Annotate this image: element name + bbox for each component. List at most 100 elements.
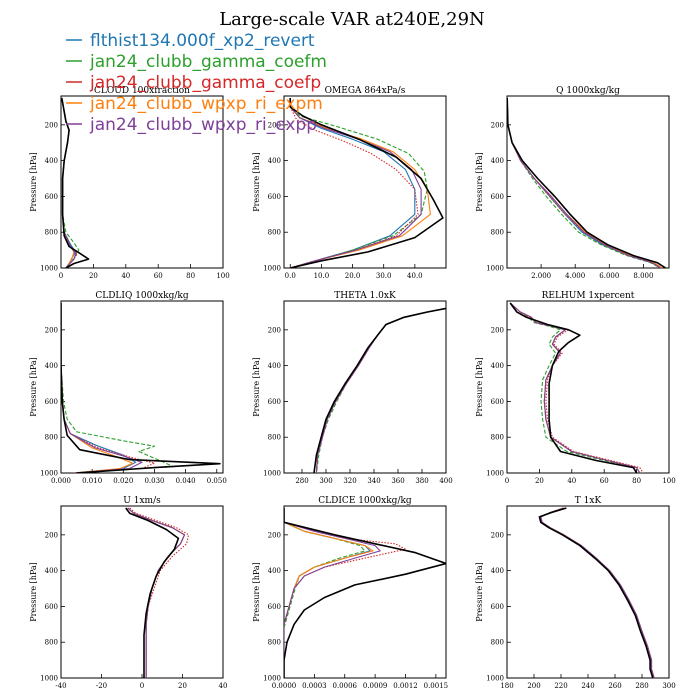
series-line-5 <box>125 507 180 678</box>
x-tick-label: 0.000 <box>51 477 71 485</box>
x-tick-label: 0.0000 <box>272 682 297 690</box>
series-line-2 <box>315 307 446 473</box>
series-line-2 <box>509 302 644 473</box>
panel-3: CLDLIQ 1000xkg/kg Pressure [hPa] 200 400 600… <box>29 291 227 485</box>
x-tick-label: 0.0003 <box>302 682 327 690</box>
legend-label: flthist134.000f_xp2_revert <box>90 31 315 51</box>
x-tick-label: 0.030 <box>144 477 164 485</box>
x-tick-label: 260 <box>608 682 621 690</box>
panel-frame <box>60 300 224 474</box>
y-tick-label: 400 <box>268 362 281 370</box>
y-tick-label: 600 <box>45 398 58 406</box>
series-line-1 <box>507 97 661 268</box>
x-tick-label: 0.0006 <box>333 682 358 690</box>
x-tick-label: 4.000 <box>565 272 585 280</box>
panel-title: CLDLIQ 1000xkg/kg <box>95 291 189 301</box>
y-tick-label: 200 <box>491 531 504 539</box>
series-line-0 <box>507 97 661 268</box>
panel-frame <box>283 300 447 474</box>
x-tick-label: 280 <box>295 477 308 485</box>
y-tick-label: 400 <box>491 157 504 165</box>
y-tick-label: 800 <box>491 229 504 237</box>
series-line-0 <box>509 302 641 473</box>
series-line-3 <box>509 302 641 473</box>
series-line-4 <box>315 307 446 473</box>
y-tick-label: 600 <box>491 398 504 406</box>
series-line-5 <box>507 97 667 268</box>
panel-title: THETA 1.0xK <box>334 291 396 301</box>
panel-title: T 1xK <box>575 496 602 506</box>
y-tick-label: 1000 <box>40 470 58 478</box>
panel-2: Q 1000xkg/kg Pressure [hPa] 200 400 600 800 10… <box>475 86 670 280</box>
x-tick-label: 280 <box>635 682 648 690</box>
series-line-4 <box>540 507 655 678</box>
x-tick-label: 20 <box>178 682 187 690</box>
y-tick-label: 200 <box>45 121 58 129</box>
series-line-0 <box>127 507 186 678</box>
y-tick-label: 800 <box>268 639 281 647</box>
series-line-4 <box>507 97 661 268</box>
panel-7: CLDICE 1000xkg/kg Pressure [hPa] 200 400 600… <box>252 496 448 690</box>
x-tick-label: 10.0 <box>314 272 330 280</box>
x-tick-label: 300 <box>662 682 675 690</box>
panel-curves <box>284 508 446 678</box>
panel-curves <box>289 98 444 268</box>
y-tick-label: 200 <box>268 531 281 539</box>
legend-label: jan24_clubb_gamma_coefp <box>89 73 321 93</box>
y-axis-label: Pressure [hPa] <box>29 357 38 417</box>
y-tick-label: 1000 <box>263 470 281 478</box>
y-tick-label: 600 <box>268 193 281 201</box>
y-tick-label: 600 <box>268 398 281 406</box>
x-tick-label: 0 <box>505 477 509 485</box>
y-tick-label: 200 <box>491 326 504 334</box>
x-tick-label: 20 <box>535 477 544 485</box>
panel-title: OMEGA 864xPa/s <box>325 86 406 96</box>
panel-frame <box>60 95 224 269</box>
panel-title: Q 1000xkg/kg <box>556 86 620 96</box>
x-tick-label: 80 <box>632 477 641 485</box>
y-axis-label: Pressure [hPa] <box>29 562 38 622</box>
panel-frame <box>283 505 447 679</box>
x-tick-label: 0.010 <box>82 477 102 485</box>
x-tick-label: -20 <box>96 682 107 690</box>
x-tick-label: 300 <box>319 477 332 485</box>
y-tick-label: 1000 <box>263 675 281 683</box>
panel-1: OMEGA 864xPa/s Pressure [hPa] 200 400 600 800… <box>252 86 447 280</box>
y-axis-label: Pressure [hPa] <box>475 562 484 622</box>
series-line-5 <box>538 507 654 678</box>
y-tick-label: 600 <box>45 193 58 201</box>
y-tick-label: 800 <box>268 434 281 442</box>
x-tick-label: 60 <box>600 477 609 485</box>
series-line-1 <box>127 507 186 678</box>
x-tick-label: 0.0012 <box>393 682 418 690</box>
x-tick-label: 80 <box>186 272 195 280</box>
series-line-2 <box>61 303 156 473</box>
series-line-3 <box>315 307 446 473</box>
y-tick-label: 400 <box>268 567 281 575</box>
series-line-5 <box>284 508 446 678</box>
series-line-2 <box>540 507 655 678</box>
series-line-4 <box>127 507 186 678</box>
panel-4: THETA 1.0xK Pressure [hPa] 200 400 600 800 100… <box>252 291 453 485</box>
panel-curves <box>61 97 90 268</box>
y-tick-label: 1000 <box>263 265 281 273</box>
series-line-0 <box>315 307 446 473</box>
panel-frame <box>283 95 447 269</box>
series-line-3 <box>61 303 134 473</box>
y-tick-label: 400 <box>491 567 504 575</box>
panel-title: CLDICE 1000xkg/kg <box>318 496 412 506</box>
series-line-5 <box>61 303 221 473</box>
y-tick-label: 400 <box>45 157 58 165</box>
x-tick-label: 40 <box>219 682 228 690</box>
x-tick-label: 2.000 <box>531 272 551 280</box>
y-tick-label: 1000 <box>40 265 58 273</box>
series-line-2 <box>284 508 407 678</box>
series-line-0 <box>540 507 655 678</box>
y-tick-label: 800 <box>45 229 58 237</box>
panel-frame <box>506 505 670 679</box>
x-tick-label: 40 <box>121 272 130 280</box>
